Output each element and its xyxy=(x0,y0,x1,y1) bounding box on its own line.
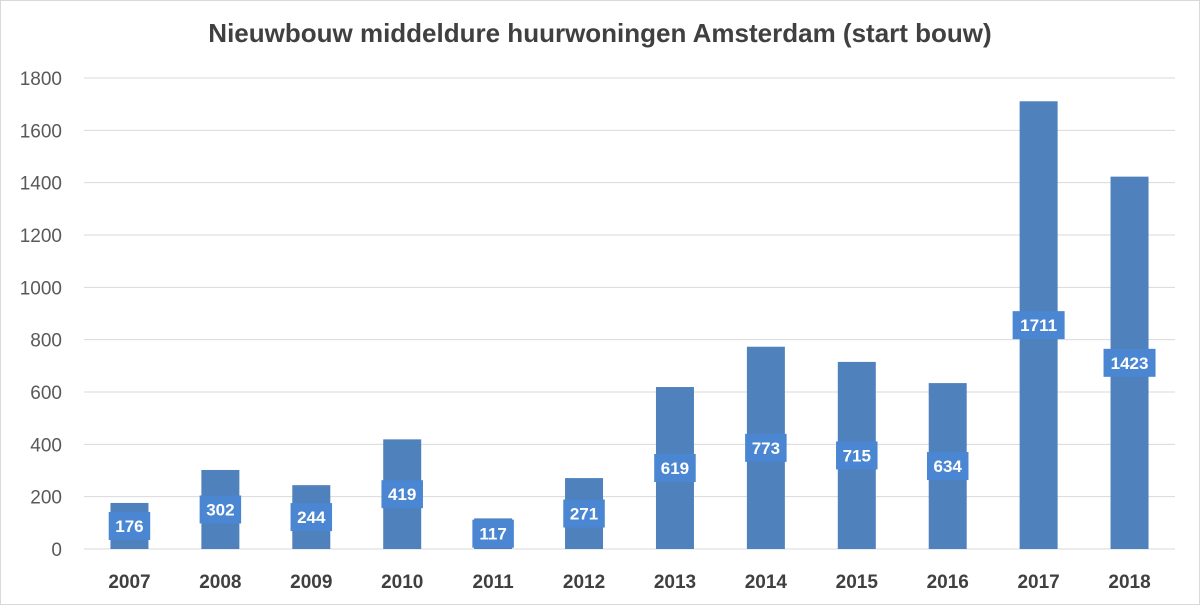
x-tick-label: 2014 xyxy=(745,572,788,593)
data-label-box xyxy=(654,454,696,483)
x-tick-label: 2018 xyxy=(1108,572,1150,593)
data-label-box xyxy=(108,511,151,540)
data-label: 419 xyxy=(388,485,416,504)
data-label-box xyxy=(199,495,242,524)
bars xyxy=(110,101,1149,550)
data-label: 619 xyxy=(661,459,689,478)
data-label-box xyxy=(472,519,514,548)
x-tick-label: 2011 xyxy=(473,572,515,593)
y-tick-label: 400 xyxy=(30,435,62,456)
data-label: 302 xyxy=(206,500,234,519)
x-tick-label: 2013 xyxy=(654,572,696,593)
y-axis-ticks: 0 200 400 600 800 1000 1200 1400 1600 1800 xyxy=(20,69,62,561)
data-label-box xyxy=(1012,311,1065,340)
x-tick-label: 2007 xyxy=(108,572,150,593)
x-tick-label: 2010 xyxy=(381,572,423,593)
data-label: 244 xyxy=(297,508,326,527)
data-label: 271 xyxy=(570,505,598,524)
data-label-box xyxy=(1103,348,1156,377)
y-tick-label: 600 xyxy=(30,383,62,404)
y-tick-label: 1400 xyxy=(20,174,62,195)
data-label: 715 xyxy=(843,446,871,465)
x-tick-label: 2017 xyxy=(1017,572,1059,593)
y-tick-label: 1600 xyxy=(20,121,62,142)
y-tick-label: 1000 xyxy=(20,278,62,299)
y-tick-label: 800 xyxy=(30,331,62,352)
data-label: 1423 xyxy=(1111,354,1149,373)
data-label-box xyxy=(836,441,878,470)
x-tick-label: 2015 xyxy=(836,572,879,593)
data-label: 773 xyxy=(752,439,780,458)
data-label: 634 xyxy=(934,457,963,476)
data-label: 176 xyxy=(115,517,143,536)
data-label: 1711 xyxy=(1020,316,1057,335)
chart-title: Nieuwbouw middeldure huurwoningen Amster… xyxy=(208,18,992,48)
data-label-box xyxy=(926,452,969,481)
x-tick-label: 2009 xyxy=(290,572,332,593)
x-tick-label: 2012 xyxy=(563,572,605,593)
data-label-box xyxy=(745,433,787,462)
x-axis-ticks: 2007 2008 2009 2010 2011 2012 2013 2014 2015 2016… xyxy=(108,572,1150,593)
data-label-box xyxy=(563,499,605,528)
y-tick-label: 1800 xyxy=(20,69,62,90)
gridlines xyxy=(84,77,1175,550)
y-tick-label: 1200 xyxy=(20,226,62,247)
x-tick-label: 2008 xyxy=(199,572,241,593)
data-label-box xyxy=(381,480,423,509)
x-tick-label: 2016 xyxy=(927,572,969,593)
y-tick-label: 200 xyxy=(30,488,62,509)
data-labels: 176 302 244 419 117 271 619 773 715 634 1711 1423 xyxy=(108,311,1156,548)
data-label: 117 xyxy=(479,525,506,544)
data-label-box xyxy=(290,503,333,532)
y-tick-label: 0 xyxy=(51,540,62,561)
